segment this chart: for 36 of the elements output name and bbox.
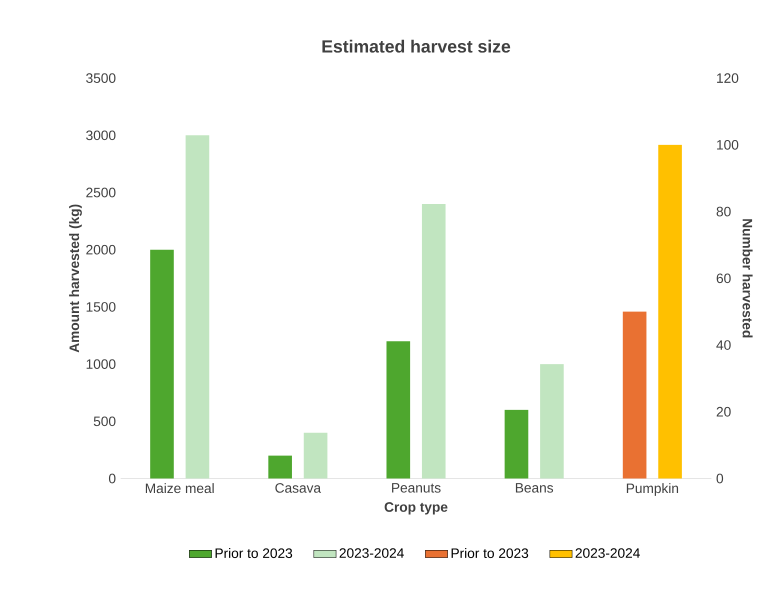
bar: [386, 341, 410, 479]
y2-tick-label: 40: [716, 340, 731, 350]
y-tick-label: 2000: [86, 245, 116, 255]
x-tick-label: Beans: [516, 483, 554, 493]
x-tick-label: Peanuts: [392, 483, 441, 493]
x-tick-label: Casava: [275, 483, 322, 493]
bar: [540, 364, 564, 479]
y2-tick-label: 60: [716, 274, 731, 284]
bar: [150, 250, 174, 479]
y2-tick-label: 0: [716, 474, 724, 484]
y2-tick-label: 100: [717, 140, 738, 150]
y-axis-title: Amount harvested (kg): [69, 204, 82, 353]
legend-label: Prior to 2023: [216, 548, 292, 558]
chart-title: Estimated harvest size: [322, 40, 510, 53]
bar: [504, 410, 528, 479]
y-tick-label: 0: [108, 474, 116, 484]
x-tick-label: Pumpkin: [626, 483, 678, 496]
y-tick-label: 3500: [86, 73, 116, 84]
y-tick-label: 3000: [86, 130, 116, 140]
y2-tick-label: 120: [717, 73, 738, 84]
x-tick-label: Maize meal: [146, 483, 214, 494]
y2-tick-label: 20: [716, 407, 731, 417]
y-tick-label: 2500: [86, 188, 116, 198]
y-tick-label: 500: [94, 416, 116, 426]
bar: [304, 432, 328, 479]
bar: [268, 456, 292, 479]
y-tick-label: 1000: [86, 359, 116, 370]
legend-label: Prior to 2023: [452, 548, 528, 558]
legend-label: 2023-2024: [340, 548, 404, 558]
y-tick-label: 1500: [86, 302, 116, 312]
bar: [422, 204, 446, 479]
legend-label: 2023-2024: [576, 548, 640, 558]
x-axis-title: Crop type: [384, 502, 448, 515]
y2-axis-title: Number harvested: [742, 219, 753, 338]
bar: [186, 135, 210, 479]
y2-tick-label: 80: [716, 206, 731, 217]
